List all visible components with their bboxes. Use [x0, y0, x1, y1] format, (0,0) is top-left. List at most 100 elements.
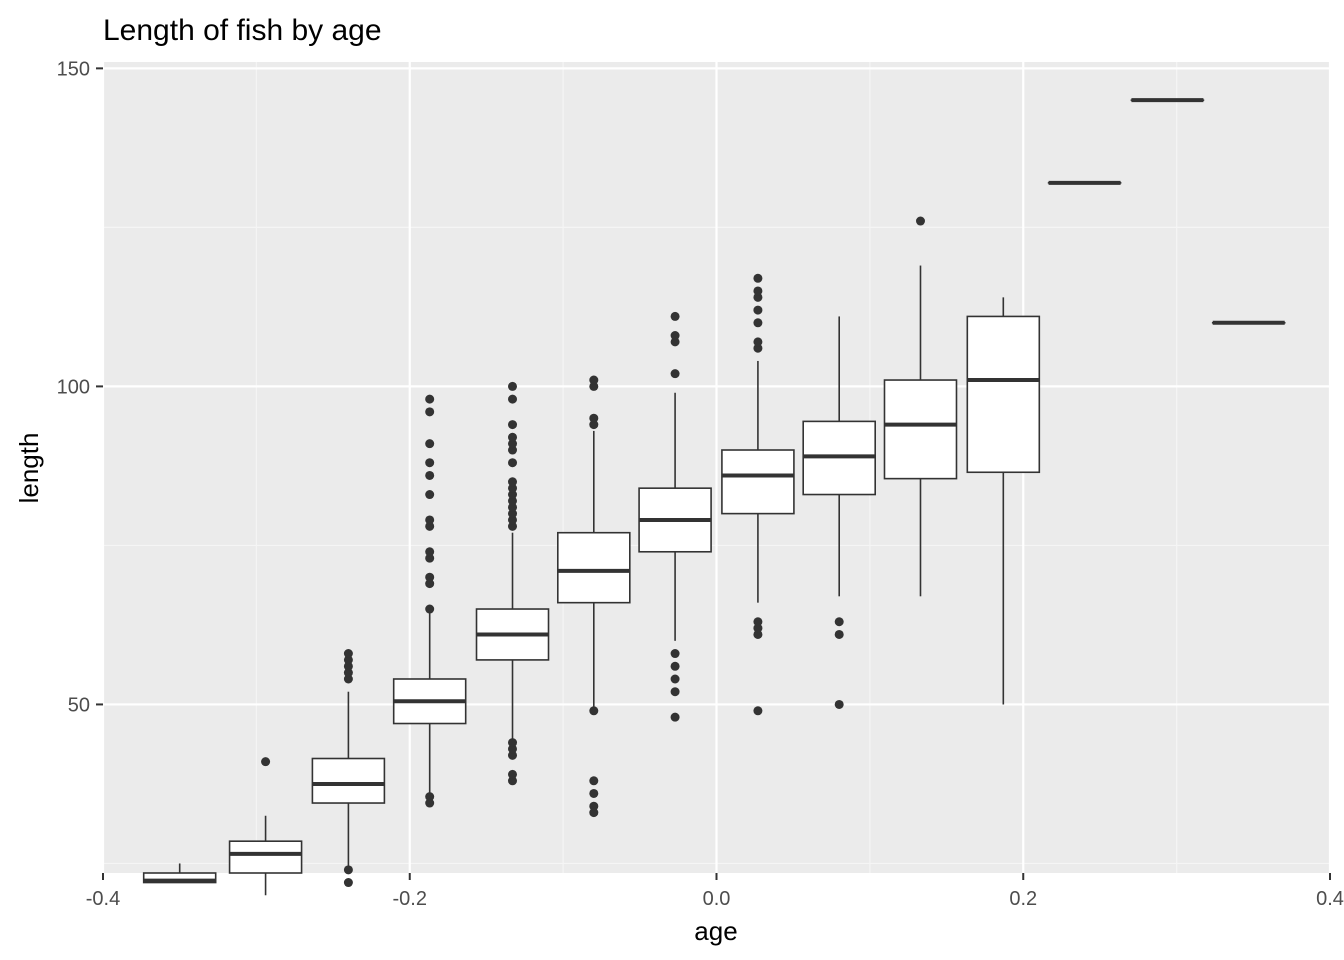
outlier-point — [670, 369, 680, 379]
outlier-point — [508, 521, 518, 531]
outlier-point — [508, 515, 518, 525]
outlier-point — [425, 515, 435, 525]
y-tick-label: 150 — [57, 58, 90, 80]
outlier-point — [508, 381, 518, 391]
chart-title: Length of fish by age — [103, 14, 382, 47]
box-5 — [475, 381, 550, 786]
outlier-point — [508, 439, 518, 449]
outlier-point — [425, 604, 435, 614]
outlier-point — [508, 738, 518, 748]
box-3 — [311, 649, 386, 888]
outlier-point — [670, 674, 680, 684]
outlier-point — [589, 706, 599, 716]
outlier-point — [670, 712, 680, 722]
y-tick-label: 50 — [68, 694, 90, 716]
outlier-point — [753, 305, 763, 315]
outlier-point — [753, 617, 763, 627]
outlier-point — [670, 331, 680, 341]
outlier-point — [508, 502, 518, 512]
box-6 — [556, 375, 631, 818]
outlier-point — [508, 394, 518, 404]
outlier-point — [425, 470, 435, 480]
outlier-point — [589, 788, 599, 798]
outlier-point — [425, 521, 435, 531]
outlier-point — [670, 661, 680, 671]
axes-layer: -0.4 -0.2 0.0 0.2 0.4 50 100 150 — [57, 58, 1344, 910]
outlier-point — [425, 458, 435, 468]
box-iqr — [883, 379, 958, 480]
outlier-point — [508, 750, 518, 760]
box-iqr — [556, 531, 631, 604]
outlier-point — [915, 216, 925, 226]
outlier-point — [589, 375, 599, 385]
outlier-point — [753, 273, 763, 283]
outlier-point — [508, 432, 518, 442]
outlier-point — [425, 547, 435, 557]
outlier-point — [343, 668, 353, 678]
outlier-point — [589, 801, 599, 811]
outlier-point — [753, 629, 763, 639]
outlier-point — [753, 318, 763, 328]
outlier-point — [753, 292, 763, 302]
outlier-point — [508, 496, 518, 506]
outlier-point — [508, 769, 518, 779]
box-2 — [228, 757, 303, 896]
y-tick-label: 100 — [57, 376, 90, 398]
outlier-point — [343, 655, 353, 665]
box-iqr — [721, 449, 795, 515]
outlier-point — [670, 687, 680, 697]
box-9 — [802, 316, 877, 709]
box-10 — [883, 216, 958, 597]
outlier-point — [508, 477, 518, 487]
outlier-point — [508, 458, 518, 468]
boxes-layer — [142, 98, 1286, 896]
outlier-point — [753, 343, 763, 353]
outlier-point — [753, 337, 763, 347]
outlier-point — [670, 337, 680, 347]
outlier-point — [425, 798, 435, 808]
box-8 — [721, 273, 795, 716]
outlier-point — [425, 407, 435, 417]
outlier-point — [589, 413, 599, 423]
outlier-point — [753, 706, 763, 716]
x-tick-label: 0.4 — [1316, 888, 1344, 910]
outlier-point — [343, 865, 353, 875]
outlier-point — [508, 445, 518, 455]
box-1 — [142, 863, 217, 884]
outlier-point — [261, 757, 271, 767]
outlier-point — [425, 579, 435, 589]
outlier-point — [508, 509, 518, 519]
x-tick-label: -0.4 — [86, 888, 120, 910]
outlier-point — [425, 490, 435, 500]
box-iqr — [966, 315, 1041, 474]
outlier-point — [670, 649, 680, 659]
y-axis-title: length — [14, 433, 44, 504]
outlier-point — [834, 617, 844, 627]
box-iqr — [228, 840, 303, 874]
outlier-point — [589, 808, 599, 818]
outlier-point — [343, 661, 353, 671]
box-iqr — [311, 757, 386, 804]
box-4 — [392, 394, 467, 808]
outlier-point — [834, 629, 844, 639]
outlier-point — [508, 744, 518, 754]
box-7 — [638, 311, 712, 722]
outlier-point — [753, 623, 763, 633]
x-tick-label: 0.2 — [1009, 888, 1037, 910]
x-axis-title: age — [694, 916, 737, 946]
outlier-point — [425, 394, 435, 404]
outlier-point — [343, 674, 353, 684]
outlier-point — [508, 420, 518, 430]
outlier-point — [670, 311, 680, 321]
box-11 — [966, 297, 1041, 705]
outlier-point — [425, 553, 435, 563]
outlier-point — [753, 286, 763, 296]
outlier-point — [589, 381, 599, 391]
outlier-point — [343, 649, 353, 659]
outlier-point — [508, 776, 518, 786]
x-tick-label: 0.0 — [703, 888, 731, 910]
outlier-point — [343, 878, 353, 888]
outlier-point — [425, 572, 435, 582]
outlier-point — [508, 490, 518, 500]
